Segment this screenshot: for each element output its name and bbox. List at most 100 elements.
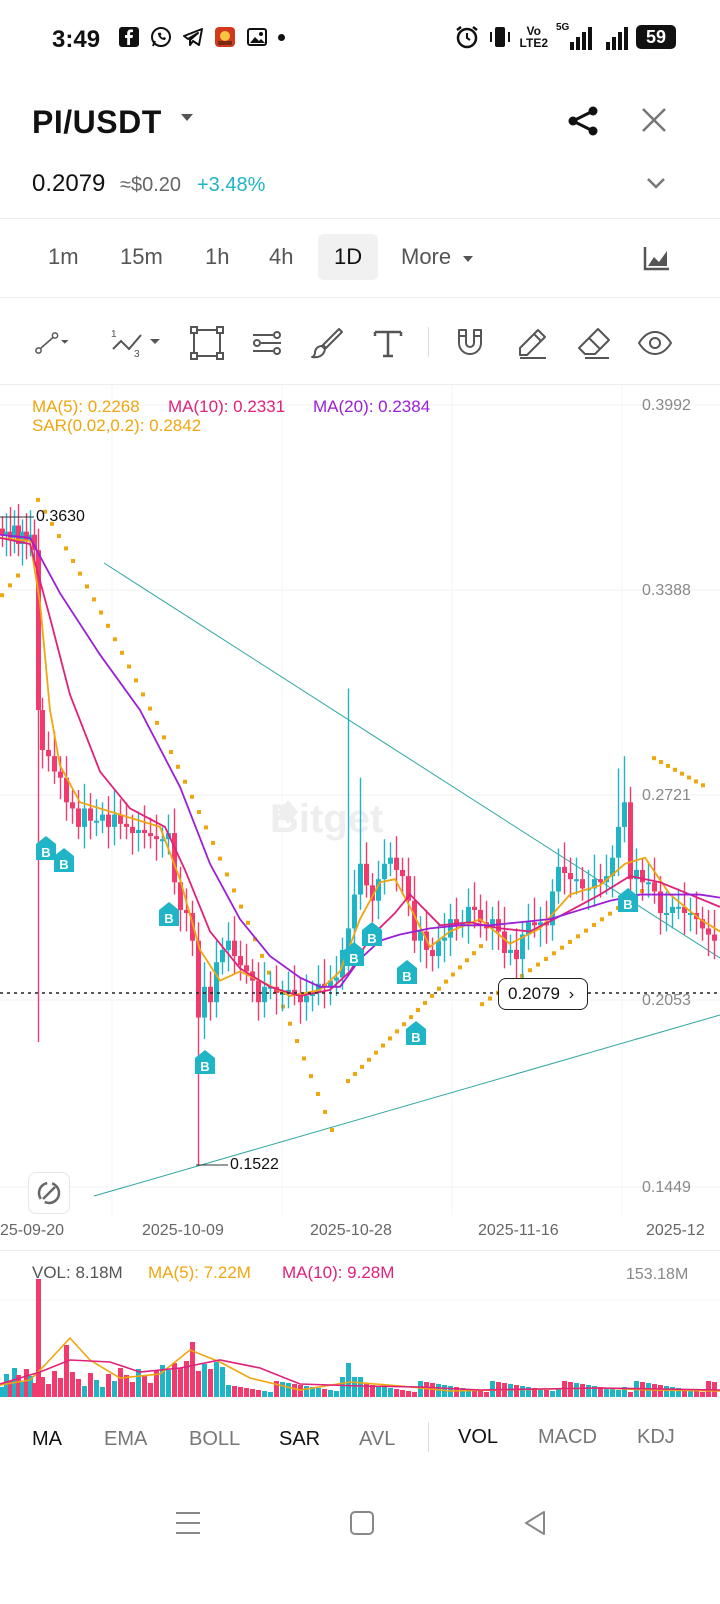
line-tool-icon[interactable] — [34, 325, 70, 361]
vol-legend: VOL: 8.18M — [32, 1263, 123, 1282]
indicator-avl[interactable]: AVL — [359, 1428, 396, 1450]
vol-ma5-legend: MA(5): 7.22M — [148, 1263, 251, 1282]
volte-icon: Vo LTE2 — [520, 25, 548, 49]
pencil-icon[interactable] — [514, 325, 550, 361]
toolbar-divider — [0, 384, 720, 385]
tab-1d[interactable]: 1D — [334, 244, 363, 269]
chevron-down-icon[interactable] — [646, 176, 666, 190]
indicator-sar[interactable]: SAR — [279, 1428, 321, 1450]
volte-label: Vo — [526, 24, 541, 38]
home-nav-icon[interactable] — [349, 1508, 375, 1538]
more-caret-icon[interactable] — [463, 256, 473, 262]
buy-marker-icon — [362, 922, 382, 946]
price-axis-label: 0.1449 — [642, 1179, 691, 1196]
svg-text:1: 1 — [111, 329, 117, 340]
pair-title[interactable]: PI/USDT — [32, 104, 162, 140]
ma-lines — [0, 533, 720, 997]
date-axis-label: 25-09-20 — [0, 1222, 65, 1239]
buy-marker-icon — [406, 1021, 426, 1045]
svg-text:B: B — [367, 931, 376, 946]
volume-canvas[interactable] — [0, 1252, 720, 1400]
date-axis-label: 2025-11-16 — [478, 1222, 559, 1239]
buy-marker-icon — [397, 960, 417, 984]
alarm-icon — [455, 26, 478, 49]
status-time: 3:49 — [52, 26, 101, 53]
indicator-vol[interactable]: VOL — [458, 1426, 499, 1448]
sar-legend: SAR(0.02,0.2): 0.2842 — [32, 416, 202, 435]
tab-1m[interactable]: 1m — [48, 244, 79, 269]
low-price-label: 0.1522 — [230, 1156, 279, 1173]
rectangle-tool-icon[interactable] — [189, 325, 225, 361]
chart-divider — [0, 1250, 720, 1251]
price-axis-label: 0.2053 — [642, 992, 691, 1009]
eraser-icon[interactable] — [576, 325, 612, 361]
share-icon[interactable] — [566, 104, 600, 138]
buy-marker-icon — [36, 836, 56, 860]
toolbar-separator — [428, 327, 429, 357]
signal-5g-icon: 5G — [556, 22, 592, 50]
buy-marker-icon — [54, 848, 74, 872]
tab-1h[interactable]: 1h — [205, 244, 230, 269]
buy-marker-icon — [159, 902, 179, 926]
indicator-kdj[interactable]: KDJ — [637, 1426, 675, 1448]
vol-max-label: 153.18M — [626, 1266, 689, 1283]
menu-nav-icon[interactable] — [174, 1508, 202, 1538]
signal-icon — [606, 24, 628, 50]
tab-15m[interactable]: 15m — [120, 244, 163, 269]
tab-4h[interactable]: 4h — [269, 244, 294, 269]
svg-text:3: 3 — [134, 349, 140, 360]
ma20-legend: MA(20): 0.2384 — [313, 397, 431, 416]
telegram-icon — [183, 28, 203, 46]
svg-text:B: B — [41, 845, 50, 860]
svg-text:B: B — [623, 897, 632, 912]
date-axis-label: 2025-12 — [646, 1222, 705, 1239]
buy-marker-icon — [195, 1050, 215, 1074]
fibonacci-tool-icon[interactable]: 13 — [110, 325, 162, 361]
parallel-channel-icon[interactable] — [249, 325, 285, 361]
volume-chart[interactable] — [0, 1252, 720, 1400]
back-nav-icon[interactable] — [522, 1508, 548, 1538]
buy-marker-icon — [618, 888, 638, 912]
chevron-right-icon: › — [568, 986, 575, 1003]
game-app-icon — [215, 27, 235, 47]
reset-view-icon — [37, 1181, 61, 1205]
chart-grid — [0, 385, 720, 1215]
price-axis-label: 0.3388 — [642, 582, 691, 599]
text-tool-icon[interactable] — [370, 325, 406, 361]
watermark-logo-icon — [278, 800, 298, 824]
close-icon[interactable] — [640, 106, 668, 134]
indicator-macd[interactable]: MACD — [538, 1426, 597, 1448]
tab-more[interactable]: More — [401, 244, 452, 269]
system-icons: Vo LTE2 5G 59 — [454, 22, 676, 50]
price-axis-label: 0.3992 — [642, 397, 691, 414]
current-price-tag[interactable]: 0.2079 › — [498, 978, 588, 1010]
indicator-ema[interactable]: EMA — [104, 1428, 148, 1450]
brush-icon[interactable] — [309, 325, 345, 361]
magnet-icon[interactable] — [452, 325, 488, 361]
volume-bars — [0, 1279, 717, 1397]
svg-text:B: B — [200, 1059, 209, 1074]
buy-marker-icon — [344, 942, 364, 966]
battery-icon: 59 — [636, 25, 676, 49]
gallery-icon — [247, 28, 267, 46]
network-5g-label: 5G — [556, 22, 570, 33]
status-bar: 3:49 Vo LTE2 5G 59 — [0, 0, 720, 80]
reset-chart-button[interactable] — [28, 1172, 70, 1214]
indicator-boll[interactable]: BOLL — [189, 1428, 241, 1450]
current-price-value: 0.2079 — [508, 984, 560, 1003]
eye-icon[interactable] — [637, 325, 673, 361]
indicator-ma[interactable]: MA — [32, 1428, 62, 1450]
svg-text:B: B — [349, 951, 358, 966]
ma5-legend: MA(5): 0.2268 — [32, 397, 140, 416]
last-price: 0.2079 — [32, 170, 106, 197]
volume-ma-lines — [0, 1336, 720, 1392]
whatsapp-icon — [151, 27, 171, 47]
pair-dropdown-icon[interactable] — [181, 114, 193, 121]
tabs-divider — [0, 297, 720, 298]
svg-text:B: B — [164, 911, 173, 926]
usd-equivalent: ≈$0.20 — [120, 174, 182, 196]
chart-type-icon[interactable] — [643, 245, 671, 271]
